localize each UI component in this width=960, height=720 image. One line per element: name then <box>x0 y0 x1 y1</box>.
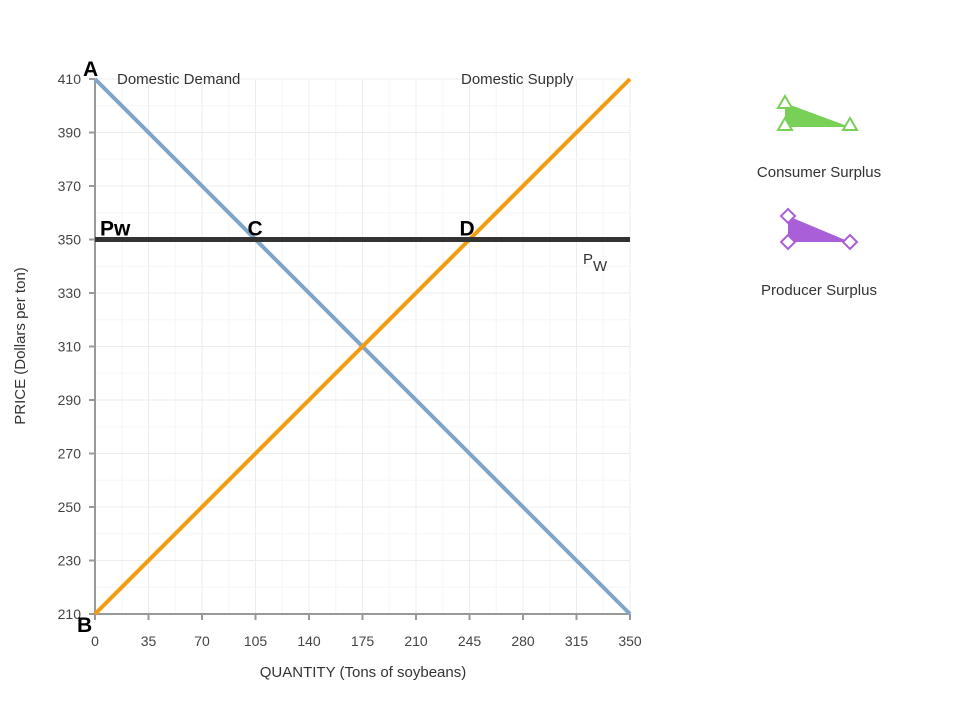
axes: 0 35 70 105 140 175 210 245 280 315 350 210 230 250 27… <box>58 71 642 649</box>
triangle-marker-icon <box>841 116 859 131</box>
consumer-surplus-swatch <box>785 103 850 127</box>
demand-curve-label: Domestic Demand <box>117 71 240 88</box>
diamond-marker-icon <box>779 207 797 225</box>
point-label-b: B <box>77 614 92 637</box>
grid <box>95 78 631 614</box>
y-tick-label: 330 <box>58 285 82 301</box>
y-tick-label: 350 <box>58 232 82 248</box>
y-tick-label: 250 <box>58 499 82 515</box>
point-label-c: C <box>248 218 263 241</box>
series <box>93 77 632 616</box>
supply-curve <box>93 77 632 616</box>
legend-producer-surplus[interactable]: Producer Surplus <box>761 207 877 299</box>
x-tick-label: 245 <box>458 633 482 649</box>
legend-label: Producer Surplus <box>761 282 877 299</box>
point-labels: A B C D Pw <box>77 58 475 637</box>
y-tick-label: 230 <box>58 553 82 569</box>
y-tick-label: 270 <box>58 446 82 462</box>
x-axis-label: QUANTITY (Tons of soybeans) <box>260 664 466 681</box>
y-tick-label: 310 <box>58 339 82 355</box>
diamond-marker-icon <box>779 233 797 251</box>
x-tick-label: 70 <box>194 633 210 649</box>
diamond-marker-icon <box>841 233 859 251</box>
x-tick-label: 350 <box>618 633 642 649</box>
x-tick-label: 0 <box>91 633 99 649</box>
x-tick-label: 210 <box>404 633 428 649</box>
x-tick-label: 315 <box>565 633 589 649</box>
y-tick-label: 210 <box>58 606 82 622</box>
y-tick-label: 370 <box>58 178 82 194</box>
x-tick-label: 140 <box>297 633 321 649</box>
point-label-a: A <box>83 58 98 81</box>
x-tick-label: 35 <box>141 633 157 649</box>
triangle-marker-icon <box>776 94 794 109</box>
x-tick-label: 105 <box>244 633 268 649</box>
point-label-pw: Pw <box>100 218 131 241</box>
legend-consumer-surplus[interactable]: Consumer Surplus <box>757 94 881 181</box>
y-tick-label: 390 <box>58 125 82 141</box>
pw-sub: W <box>593 258 608 275</box>
supply-curve-label: Domestic Supply <box>461 71 574 88</box>
legend: Consumer Surplus Producer Surplus <box>757 94 881 299</box>
pw-main: P <box>583 251 593 268</box>
y-tick-label: 290 <box>58 392 82 408</box>
producer-surplus-swatch <box>788 216 850 242</box>
x-tick-label: 280 <box>511 633 535 649</box>
y-tick-label: 410 <box>58 71 82 87</box>
pw-line-label: PW <box>583 251 608 275</box>
triangle-marker-icon <box>776 116 794 131</box>
x-tick-label: 175 <box>351 633 375 649</box>
point-label-d: D <box>460 218 475 241</box>
y-axis-label: PRICE (Dollars per ton) <box>12 267 29 425</box>
legend-label: Consumer Surplus <box>757 164 881 181</box>
